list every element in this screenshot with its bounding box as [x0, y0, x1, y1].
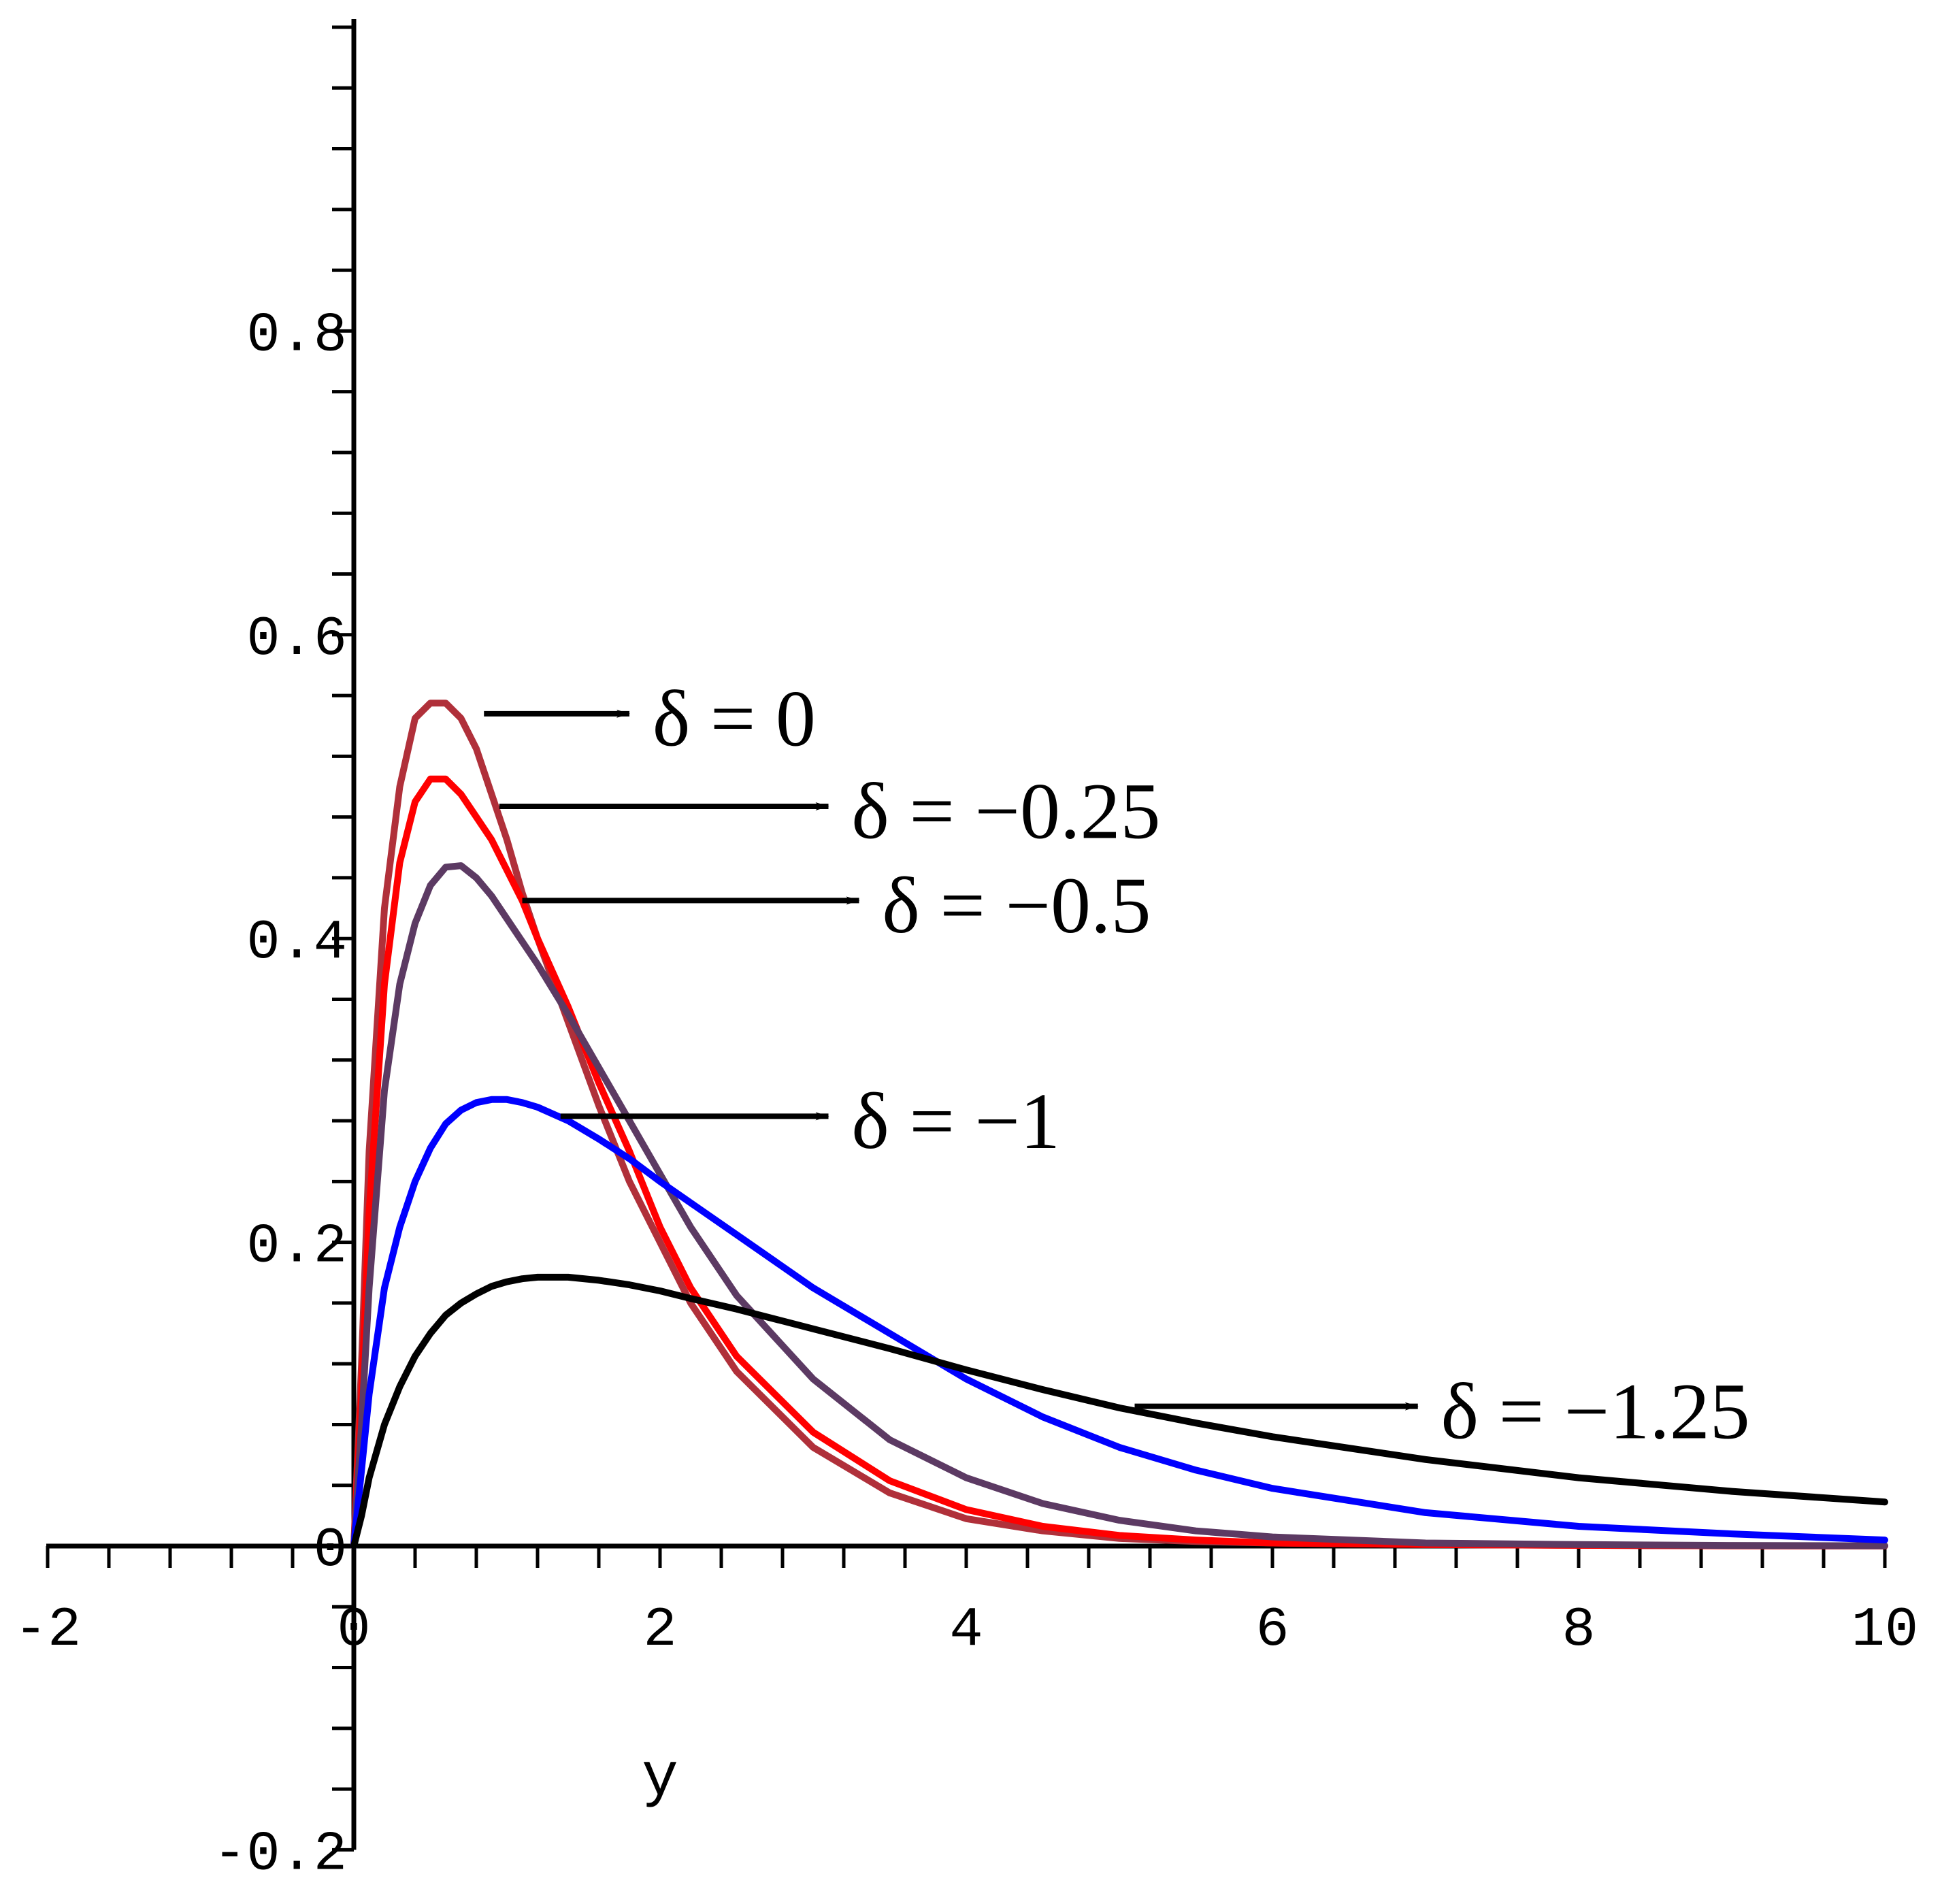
x-tick-label: 6: [1255, 1598, 1289, 1662]
axis-ticks: [46, 25, 1887, 1852]
annotation-label: δ = −0.25: [851, 767, 1160, 856]
x-tick-label: 8: [1562, 1598, 1595, 1662]
y-tick-label: 0.2: [246, 1215, 347, 1279]
annotation-label: δ = −1: [851, 1077, 1060, 1166]
x-tick-label: 10: [1852, 1598, 1918, 1662]
data-series: [350, 700, 1888, 1549]
x-tick-label: 0: [337, 1598, 370, 1662]
series-line-5: [350, 1273, 1888, 1549]
y-tick-label: 0.6: [246, 608, 347, 671]
annotation-label: δ = 0: [653, 674, 816, 764]
series-line-4: [350, 1096, 1888, 1549]
y-tick-label: -0.2: [213, 1822, 347, 1886]
series-line-3: [350, 862, 1888, 1549]
annotation-label: δ = −0.5: [882, 861, 1151, 950]
x-axis-label: y: [642, 1744, 678, 1813]
series-line-2: [350, 775, 1888, 1549]
y-tick-label: 0.8: [246, 303, 347, 367]
y-tick-label: 0: [314, 1519, 347, 1582]
tick-labels: -2 0 2 4 6 8 10 -0.2 0 0.2 0.4 0.6 0.8 y: [14, 303, 1918, 1886]
x-tick-label: -2: [14, 1598, 81, 1662]
annotation-label: δ = −1.25: [1441, 1366, 1750, 1456]
annotations: δ = 0 δ = −0.25δ = −0.5 δ = −1 δ = −1.25: [484, 674, 1750, 1456]
y-tick-label: 0.4: [246, 911, 347, 974]
x-tick-label: 4: [949, 1598, 983, 1662]
x-tick-label: 2: [643, 1598, 676, 1662]
